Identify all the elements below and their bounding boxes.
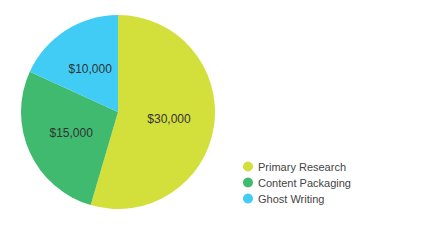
- svg-text:$30,000: $30,000: [147, 112, 191, 126]
- svg-text:Primary Research: Primary Research: [258, 161, 346, 173]
- svg-text:$10,000: $10,000: [68, 62, 112, 76]
- svg-text:Ghost Writing: Ghost Writing: [258, 193, 324, 205]
- svg-text:Content Packaging: Content Packaging: [258, 177, 351, 189]
- svg-text:$15,000: $15,000: [49, 126, 93, 140]
